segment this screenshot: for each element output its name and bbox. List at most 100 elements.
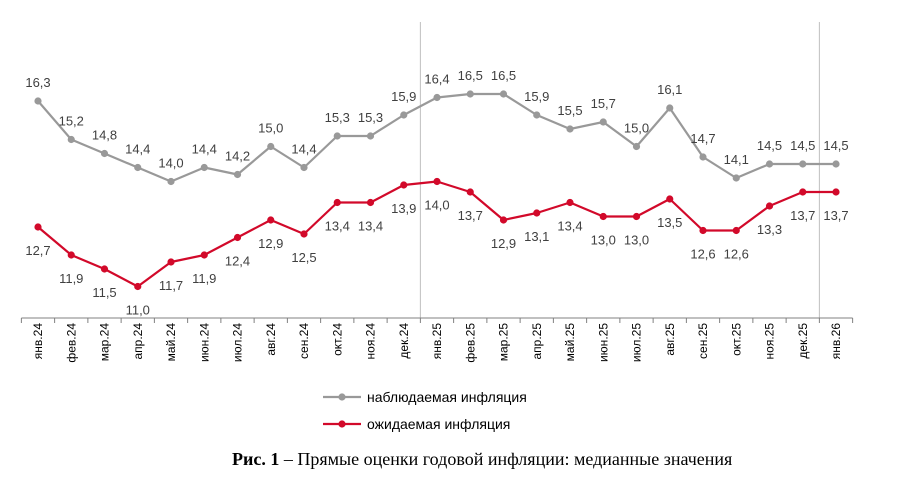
data-point — [765, 202, 774, 210]
data-point — [433, 177, 441, 186]
x-tick-label: янв.25 — [430, 323, 444, 360]
legend-swatch-marker — [338, 420, 346, 428]
x-tick-label: фев.24 — [64, 323, 78, 363]
x-tick-label: окт.25 — [729, 323, 743, 356]
data-point — [433, 93, 441, 102]
data-label: 13,4 — [557, 219, 582, 234]
data-label: 15,3 — [358, 110, 383, 125]
data-point — [732, 226, 740, 235]
series-layer: 16,3 15,2 14,8 14,4 14,0 14,4 14,2 15,0 14,4 15,3… — [25, 68, 848, 318]
data-label: 15,2 — [59, 114, 84, 129]
figure-caption: Рис. 1 – Прямые оценки годовой инфляции:… — [232, 449, 732, 470]
data-point — [699, 226, 707, 235]
x-tick-label: апр.24 — [131, 323, 145, 360]
x-tick-label: окт.24 — [330, 323, 344, 356]
data-point — [267, 142, 275, 151]
data-label: 14,2 — [225, 149, 250, 164]
data-label: 15,5 — [557, 103, 582, 118]
data-point — [366, 132, 375, 140]
data-point — [566, 198, 574, 207]
data-label: 12,4 — [225, 254, 250, 269]
caption-text: – Прямые оценки годовой инфляции: медиан… — [279, 449, 733, 469]
data-label: 15,9 — [524, 89, 549, 104]
data-point — [300, 230, 308, 238]
data-label: 14,5 — [757, 138, 782, 153]
x-tick-label: апр.25 — [530, 323, 544, 360]
data-point — [333, 198, 341, 207]
data-point — [34, 223, 42, 231]
data-point — [233, 233, 242, 242]
data-label: 15,0 — [624, 121, 649, 136]
data-label: 12,7 — [25, 243, 50, 258]
data-point — [699, 153, 707, 161]
data-point — [533, 111, 541, 119]
data-label: 13,9 — [391, 201, 416, 216]
inflation-chart: 16,3 15,2 14,8 14,4 14,0 14,4 14,2 15,0 14,4 15,3… — [20, 22, 854, 432]
data-point — [499, 216, 508, 224]
data-label: 11,0 — [126, 303, 150, 318]
x-axis — [20, 317, 854, 323]
data-point — [366, 198, 375, 207]
data-label: 13,1 — [524, 229, 549, 244]
data-point — [134, 163, 142, 172]
data-point — [799, 160, 807, 168]
series-expected: 12,7 11,9 11,5 11,0 11,7 11,9 12,4 12,9 12,5 13,4… — [25, 177, 849, 318]
data-label: 11,9 — [59, 271, 83, 286]
x-tick-label: ноя.25 — [763, 323, 777, 360]
data-point — [233, 170, 242, 179]
data-label: 16,5 — [491, 68, 516, 83]
data-label: 13,3 — [757, 222, 782, 237]
data-point — [599, 212, 607, 221]
x-tick-label: май.24 — [164, 323, 178, 362]
data-label: 16,5 — [458, 68, 483, 83]
x-tick-label: дек.25 — [796, 323, 810, 359]
data-label: 12,9 — [491, 236, 516, 251]
data-label: 16,3 — [25, 75, 50, 90]
data-point — [799, 188, 807, 196]
data-point — [34, 97, 42, 105]
series-observed: 16,3 15,2 14,8 14,4 14,0 14,4 14,2 15,0 14,4 15,3… — [25, 68, 849, 186]
data-point — [400, 181, 408, 189]
legend-item-expected: ожидаемая инфляция — [323, 416, 510, 432]
data-point — [632, 142, 641, 151]
x-tick-label: авг.24 — [264, 323, 278, 356]
data-label: 13,4 — [358, 219, 383, 234]
caption-number: Рис. 1 — [232, 449, 280, 469]
data-label: 11,5 — [92, 285, 116, 300]
x-tick-label: авг.25 — [663, 323, 677, 356]
year-separators — [419, 22, 820, 318]
x-tick-label: фев.25 — [463, 323, 477, 363]
data-label: 15,0 — [258, 121, 283, 136]
x-tick-label: янв.24 — [31, 323, 45, 360]
data-label: 15,9 — [391, 89, 416, 104]
data-point — [566, 125, 574, 133]
data-point — [599, 118, 607, 126]
data-point — [100, 265, 109, 273]
data-label: 13,0 — [591, 233, 616, 248]
x-tick-label: июл.25 — [630, 323, 644, 362]
data-label: 16,1 — [657, 82, 682, 97]
data-point — [167, 258, 175, 266]
data-label: 11,7 — [159, 278, 183, 293]
data-point — [832, 188, 840, 196]
data-label: 14,8 — [92, 128, 117, 143]
legend-label: наблюдаемая инфляция — [367, 389, 527, 405]
data-label: 13,0 — [624, 233, 649, 248]
data-label: 14,0 — [158, 156, 183, 171]
x-tick-label: сен.24 — [297, 323, 311, 359]
data-point — [666, 195, 674, 203]
data-point — [67, 135, 75, 144]
data-point — [333, 132, 341, 140]
data-point — [267, 216, 275, 224]
data-label: 15,3 — [325, 110, 350, 125]
data-label: 12,5 — [291, 250, 316, 265]
data-point — [533, 209, 541, 217]
data-point — [832, 160, 840, 168]
data-label: 12,6 — [690, 247, 715, 262]
data-label: 14,5 — [823, 138, 848, 153]
x-tick-label: июн.25 — [596, 323, 610, 362]
data-label: 15,7 — [591, 96, 616, 111]
x-tick-label: июн.24 — [197, 323, 211, 362]
data-label: 14,0 — [424, 198, 449, 213]
data-label: 14,4 — [125, 142, 150, 157]
